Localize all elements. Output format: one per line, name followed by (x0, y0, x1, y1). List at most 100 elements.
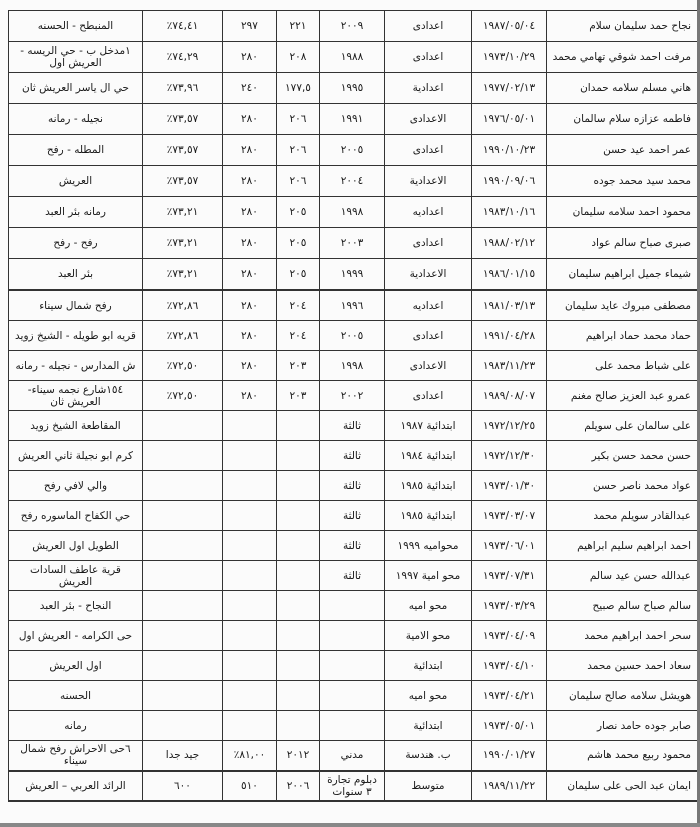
cell-score: ٢٠٦ (276, 134, 320, 166)
cell-percentage: جيد جدا (142, 740, 223, 771)
cell-name: هويشل سلامه صالح سليمان (546, 680, 698, 711)
table-row: هاني مسلم سلامه حمدان ١٩٧٧/٠٢/١٣ اعدادية ١٩… (8, 72, 698, 104)
cell-qualification: اعدادى (384, 41, 472, 73)
cell-birth-date: ١٩٧٣/٠٤/٢١ (471, 680, 547, 711)
cell-year: ١٩٩٩ (319, 258, 385, 290)
cell-score (276, 410, 320, 441)
cell-total (222, 620, 277, 651)
scan-bottom-edge (0, 823, 700, 827)
cell-qualification: محو اميه (384, 680, 472, 711)
cell-birth-date: ١٩٨٩/٠٨/٠٧ (471, 380, 547, 411)
cell-total: ٢٨٠ (222, 290, 277, 321)
table-row: حماد محمد حماد ابراهيم ١٩٩١/٠٤/٢٨ اعدادى ٢٠… (8, 320, 698, 351)
cell-qualification: اعدادية (384, 72, 472, 104)
cell-percentage (142, 560, 223, 591)
cell-total: ٢٨٠ (222, 350, 277, 381)
cell-score (276, 710, 320, 741)
table-row: محمود احمد سلامه سليمان ١٩٨٣/١٠/١٦ اعداديه… (8, 196, 698, 228)
cell-total: ٢٨٠ (222, 320, 277, 351)
table-row: على سالمان على سويلم ١٩٧٢/١٢/٢٥ ابتدائية ١… (8, 410, 698, 441)
cell-address: حي الكفاح الماسوره رفح (8, 500, 143, 531)
cell-address: رمانه بئر العبد (8, 196, 143, 228)
cell-score (276, 650, 320, 681)
cell-score: ٢٠٦ (276, 165, 320, 197)
cell-birth-date: ١٩٩٠/٠١/٢٧ (471, 740, 547, 771)
table-row: عبدالقادر سويلم محمد ١٩٧٣/٠٣/٠٧ ابتدائية ١… (8, 500, 698, 531)
cell-percentage (142, 530, 223, 561)
cell-birth-date: ١٩٨٨/٠٢/١٢ (471, 227, 547, 259)
cell-percentage (142, 470, 223, 501)
cell-qualification: محو الامية (384, 620, 472, 651)
cell-birth-date: ١٩٩١/٠٤/٢٨ (471, 320, 547, 351)
cell-year: ثالثة (319, 530, 385, 561)
cell-address: المقاطعة الشيخ زويد (8, 410, 143, 441)
cell-year: ثالثة (319, 440, 385, 471)
table-row: احمد ابراهيم سليم ابراهيم ١٩٧٣/٠٦/٠١ محوام… (8, 530, 698, 561)
cell-address: المطله - رفح (8, 134, 143, 166)
cell-total (222, 410, 277, 441)
cell-qualification: ابتدائية (384, 650, 472, 681)
cell-total (222, 440, 277, 471)
cell-name: سحر احمد ابراهيم محمد (546, 620, 698, 651)
cell-name: مرفت احمد شوقي تهامي محمد (546, 41, 698, 73)
cell-address: رفح شمال سيناء (8, 290, 143, 321)
cell-year: ٢٠٠٥ (319, 134, 385, 166)
cell-percentage (142, 500, 223, 531)
records-table-part-2: مصطفى مبروك عايد سليمان ١٩٨١/٠٣/١٣ اعداديه… (8, 290, 698, 802)
cell-birth-date: ١٩٨١/٠٣/١٣ (471, 290, 547, 321)
cell-percentage: ٧٣,٥٧٪ (142, 134, 223, 166)
cell-score (276, 560, 320, 591)
cell-qualification: اعدادى (384, 10, 472, 42)
cell-qualification: اعدادى (384, 134, 472, 166)
cell-birth-date: ١٩٨٩/١١/٢٢ (471, 769, 547, 802)
cell-percentage: ٧٣,٢١٪ (142, 258, 223, 290)
cell-year (319, 710, 385, 741)
cell-percentage: ٧٣,٢١٪ (142, 227, 223, 259)
cell-name: محمود ربيع محمد هاشم (546, 740, 698, 771)
cell-birth-date: ١٩٨٣/١١/٢٣ (471, 350, 547, 381)
cell-address: نجيله - رمانه (8, 103, 143, 135)
cell-score: ٢٠٨ (276, 41, 320, 73)
cell-percentage: ٧٢,٨٦٪ (142, 290, 223, 321)
cell-year (319, 590, 385, 621)
cell-address: ١٥٤شارع نجمه سيناء- العريش ثان (8, 380, 143, 411)
table-row: عمرو عبد العزيز صالح مغنم ١٩٨٩/٠٨/٠٧ اعداد… (8, 380, 698, 411)
cell-total: ٥١٠ (222, 769, 277, 802)
cell-name: نجاح حمد سليمان سلام (546, 10, 698, 42)
table-row: عمر احمد عيد حسن ١٩٩٠/١٠/٢٣ اعدادى ٢٠٠٥ ٢٠٦ ٢… (8, 134, 698, 166)
cell-total: ٢٨٠ (222, 165, 277, 197)
cell-score (276, 590, 320, 621)
cell-percentage (142, 620, 223, 651)
table-row: حسن محمد حسن بكير ١٩٧٢/١٢/٣٠ ابتدائية ١٩٨٤… (8, 440, 698, 471)
cell-qualification: الاعدادى (384, 103, 472, 135)
cell-year: ١٩٩١ (319, 103, 385, 135)
cell-percentage: ٧٣,٢١٪ (142, 196, 223, 228)
cell-name: احمد ابراهيم سليم ابراهيم (546, 530, 698, 561)
cell-score: ١٧٧,٥ (276, 72, 320, 104)
cell-birth-date: ١٩٩٠/١٠/٢٣ (471, 134, 547, 166)
cell-year: ٢٠٠٢ (319, 380, 385, 411)
cell-qualification: محو امية ١٩٩٧ (384, 560, 472, 591)
cell-total (222, 560, 277, 591)
table-row: على شباط محمد على ١٩٨٣/١١/٢٣ الاعدادى ١٩٩٨ ٢… (8, 350, 698, 381)
cell-score: ٢٠٤ (276, 320, 320, 351)
table-row: هويشل سلامه صالح سليمان ١٩٧٣/٠٤/٢١ محو امي… (8, 680, 698, 711)
cell-birth-date: ١٩٩٠/٠٩/٠٦ (471, 165, 547, 197)
cell-qualification: ابتدائية (384, 710, 472, 741)
cell-year: ١٩٩٦ (319, 290, 385, 321)
table-row: ايمان عبد الحى على سليمان ١٩٨٩/١١/٢٢ متوسط… (8, 769, 698, 802)
cell-year: ٢٠٠٥ (319, 320, 385, 351)
cell-year: دبلوم تجارة ٣ سنوات (319, 769, 385, 802)
cell-score: ٢٠٥ (276, 227, 320, 259)
cell-qualification: ب. هندسة (384, 740, 472, 771)
cell-percentage: ٧٣,٩٦٪ (142, 72, 223, 104)
cell-score: ٢٠٥ (276, 258, 320, 290)
cell-total: ٢٤٠ (222, 72, 277, 104)
cell-address: النجاح - بئر العبد (8, 590, 143, 621)
cell-year: ١٩٩٥ (319, 72, 385, 104)
table-row: صابر جوده حامد نصار ١٩٧٣/٠٥/٠١ ابتدائية رما… (8, 710, 698, 741)
cell-name: فاطمه عزازه سلام سالمان (546, 103, 698, 135)
cell-score: ٢٠١٢ (276, 740, 320, 771)
scan-edge (697, 0, 700, 827)
